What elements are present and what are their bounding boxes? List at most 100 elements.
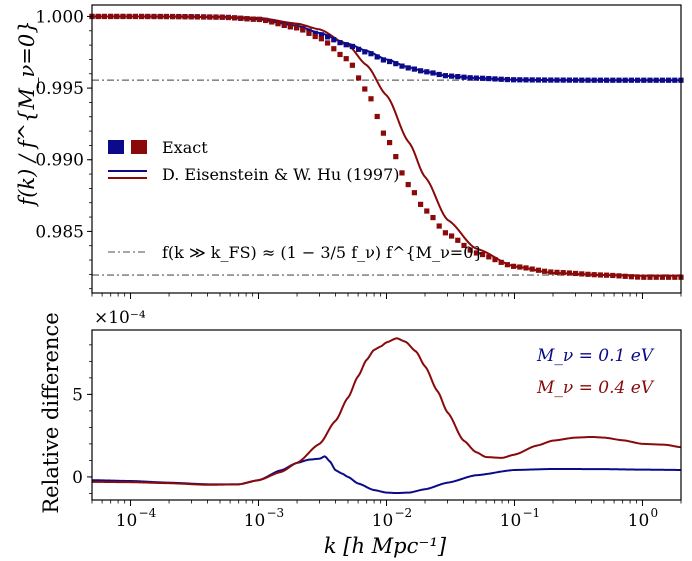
- top-panel: 0.985 0.990 0.995 1.000 f(k) / f^{M_ν=0} Ex…: [15, 4, 684, 299]
- exact-marker-0-37: [318, 32, 324, 38]
- exact-marker-1-53: [418, 201, 424, 207]
- exact-marker-0-53: [418, 68, 424, 74]
- exact-marker-0-54: [424, 69, 430, 75]
- exact-marker-0-63: [480, 75, 486, 81]
- exact-marker-1-16: [188, 14, 194, 20]
- exact-marker-1-62: [473, 250, 479, 256]
- exact-marker-1-41: [343, 56, 349, 62]
- exact-marker-0-41: [343, 42, 349, 48]
- xtick-label-1: 10: [244, 511, 266, 531]
- exact-marker-1-75: [554, 269, 560, 275]
- exact-marker-1-69: [517, 264, 523, 270]
- exact-marker-1-32: [287, 24, 293, 30]
- exact-marker-1-65: [492, 256, 498, 263]
- exact-marker-1-12: [163, 14, 169, 20]
- exact-marker-0-82: [597, 77, 603, 83]
- exact-marker-0-45: [368, 51, 374, 57]
- exact-marker-1-63: [480, 251, 486, 258]
- exact-marker-1-6: [126, 13, 132, 20]
- xtick-exponent-0: −4: [139, 506, 157, 520]
- top-x-ticks: [91, 293, 682, 299]
- exact-marker-1-35: [306, 30, 312, 36]
- exact-marker-1-40: [337, 51, 343, 58]
- xtick-label-3: 10: [500, 511, 522, 531]
- exact-marker-1-46: [374, 113, 380, 120]
- exact-marker-0-64: [486, 75, 492, 82]
- exact-marker-0-86: [622, 77, 628, 83]
- xtick-exponent-3: −1: [522, 506, 540, 520]
- x-axis-label-text: k [h Mpc⁻¹]: [324, 534, 447, 558]
- exact-marker-0-79: [579, 77, 585, 83]
- legend-label-mnu-0-4: M_ν = 0.4 eV: [536, 378, 655, 398]
- asymptote-legend: f(k ≫ k_FS) ≈ (1 − 3/5 f_ν) f^{M_ν=0}: [108, 243, 484, 262]
- exact-marker-1-17: [194, 14, 200, 20]
- exact-marker-0-62: [473, 75, 479, 81]
- exact-marker-1-92: [659, 274, 665, 280]
- xtick-label-2: 10: [372, 511, 394, 531]
- exact-marker-0-81: [591, 77, 597, 83]
- bottom-y-ticks: 05: [72, 344, 92, 494]
- exact-marker-1-58: [449, 233, 455, 239]
- exact-marker-1-60: [461, 242, 467, 249]
- top-ytick-label-0: 0.985: [35, 222, 84, 242]
- exact-marker-0-61: [467, 75, 473, 81]
- bottom-x-ticks: 10 −4 10 −3 10 −2 10 −1 10 0: [91, 500, 682, 531]
- exact-marker-1-18: [201, 14, 207, 20]
- exact-marker-1-5: [120, 13, 126, 20]
- exact-marker-1-72: [535, 267, 541, 273]
- exact-marker-1-36: [312, 33, 318, 40]
- exact-marker-1-87: [628, 274, 634, 280]
- exact-marker-0-93: [666, 77, 672, 83]
- xtick-exponent-4: 0: [650, 506, 658, 520]
- exact-marker-0-67: [504, 76, 510, 83]
- exact-marker-1-64: [486, 254, 492, 260]
- exact-marker-1-44: [362, 86, 368, 92]
- exact-marker-1-91: [653, 274, 659, 280]
- exact-marker-0-71: [529, 77, 535, 83]
- exact-marker-1-19: [207, 14, 213, 20]
- exact-marker-1-28: [263, 17, 269, 24]
- exact-marker-0-92: [659, 77, 665, 83]
- exact-marker-1-85: [616, 273, 622, 279]
- exact-marker-1-89: [641, 274, 647, 280]
- exact-marker-0-83: [604, 77, 610, 83]
- exact-marker-1-49: [393, 154, 399, 160]
- exact-marker-0-85: [616, 77, 622, 83]
- exact-marker-1-24: [238, 15, 244, 21]
- exact-marker-0-57: [442, 73, 448, 79]
- exact-marker-0-38: [325, 34, 331, 40]
- exact-marker-0-40: [337, 40, 343, 46]
- exact-markers: [89, 13, 684, 280]
- exact-marker-1-48: [387, 139, 393, 146]
- exact-marker-1-25: [244, 16, 250, 22]
- exact-marker-0-50: [399, 63, 405, 69]
- exact-marker-1-34: [300, 27, 306, 33]
- exact-marker-1-74: [548, 269, 554, 275]
- exact-marker-0-46: [374, 54, 380, 60]
- exact-marker-1-54: [424, 208, 430, 214]
- exact-marker-0-49: [393, 61, 399, 67]
- exact-marker-0-65: [492, 76, 498, 82]
- exact-marker-1-82: [597, 272, 603, 278]
- exact-marker-0-87: [628, 77, 634, 83]
- exact-marker-0-48: [387, 58, 393, 65]
- exact-marker-1-29: [269, 19, 275, 25]
- bottom-panel: 05 10 −4 10 −3 10 −2 10 −1 10 0 ×10⁻⁴ Relative di…: [39, 308, 682, 558]
- exact-marker-1-47: [380, 130, 386, 136]
- exact-marker-0-84: [610, 77, 616, 83]
- exact-marker-1-70: [523, 265, 529, 271]
- bottom-y-axis-label: Relative difference: [39, 312, 63, 513]
- exact-marker-1-22: [225, 14, 231, 21]
- exact-marker-0-76: [560, 77, 566, 83]
- top-y-ticks: 0.985 0.990 0.995 1.000: [35, 7, 92, 290]
- exact-marker-0-78: [573, 77, 579, 83]
- exact-marker-0-36: [312, 30, 318, 36]
- exact-marker-1-1: [95, 13, 101, 20]
- exact-marker-0-55: [430, 70, 436, 76]
- legend-marker-exact-blue: [108, 140, 124, 154]
- bottom-y-axis-label-text: Relative difference: [39, 312, 63, 513]
- exact-marker-1-2: [101, 13, 107, 20]
- exact-marker-1-93: [666, 274, 672, 280]
- exact-marker-1-9: [145, 13, 151, 20]
- exact-marker-1-56: [436, 223, 442, 229]
